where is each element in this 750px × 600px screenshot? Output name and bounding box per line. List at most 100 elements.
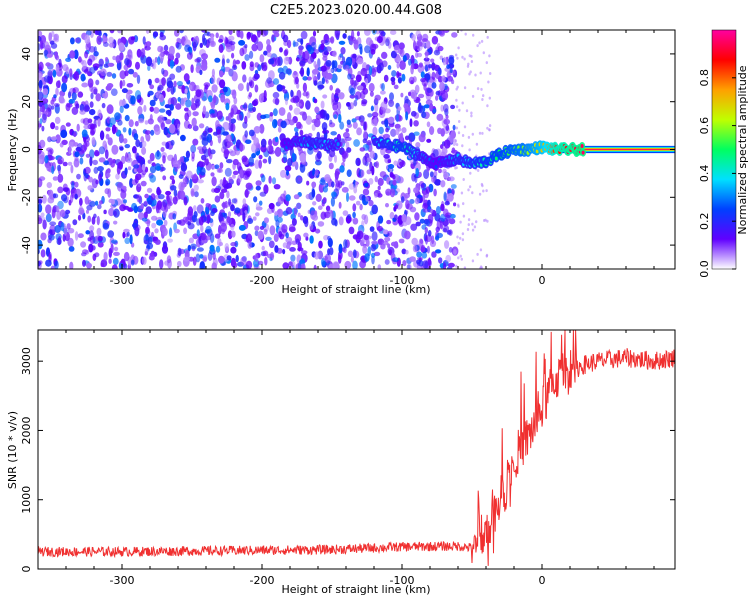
x-tick-label: -100 — [390, 274, 415, 287]
heatmap-cell — [373, 116, 378, 127]
heatmap-cell — [146, 218, 151, 227]
heatmap-cell — [413, 131, 420, 136]
heatmap-cell — [414, 197, 420, 205]
heatmap-cell — [254, 84, 259, 93]
heatmap-cell — [468, 148, 471, 152]
heatmap-cell — [263, 184, 269, 195]
heatmap-cell — [401, 213, 407, 223]
heatmap-cell — [421, 252, 428, 259]
heatmap-cell — [300, 67, 305, 77]
heatmap-cell — [387, 65, 392, 70]
heatmap-cell — [324, 46, 332, 52]
heatmap-cell — [204, 84, 209, 90]
heatmap-cell — [478, 131, 482, 135]
heatmap-cell — [252, 100, 258, 107]
heatmap-cell — [420, 246, 426, 253]
x-tick-label: -300 — [110, 574, 135, 587]
heatmap-cell — [113, 251, 120, 256]
heatmap-cell — [145, 56, 153, 67]
heatmap-cell — [366, 140, 372, 146]
heatmap-cell — [314, 251, 320, 260]
heatmap-cell — [118, 161, 124, 170]
heatmap-cell — [136, 48, 142, 58]
heatmap-cell — [148, 254, 155, 261]
heatmap-cell — [447, 188, 452, 195]
heatmap-cell — [266, 52, 272, 58]
heatmap-cell — [320, 65, 327, 72]
heatmap-cell — [122, 138, 128, 144]
heatmap-cell — [173, 189, 178, 197]
heatmap-cell — [255, 202, 261, 211]
heatmap-cell — [167, 238, 174, 243]
heatmap-cell — [216, 129, 221, 135]
heatmap-cell — [152, 31, 159, 38]
heatmap-cell — [424, 60, 431, 66]
heatmap-cell — [483, 219, 486, 222]
heatmap-cell — [47, 238, 52, 244]
heatmap-cell — [443, 118, 451, 125]
heatmap-cell — [210, 149, 216, 155]
heatmap-cell — [170, 85, 175, 95]
heatmap-cell — [101, 102, 106, 109]
heatmap-cell — [51, 136, 57, 141]
heatmap-cell — [218, 212, 224, 222]
heatmap-cell — [159, 31, 164, 38]
heatmap-cell — [457, 203, 460, 207]
heatmap-cell — [296, 102, 302, 107]
heatmap-cell — [145, 41, 152, 47]
heatmap-cell — [334, 30, 340, 39]
heatmap-cell — [304, 218, 309, 228]
heatmap-cell — [352, 211, 356, 219]
heatmap-cell — [243, 102, 248, 112]
heatmap-cell — [83, 104, 90, 113]
heatmap-cell — [405, 111, 409, 121]
heatmap-cell — [397, 77, 402, 84]
heatmap-cell — [132, 146, 137, 154]
heatmap-cell — [481, 131, 484, 135]
heatmap-cell — [62, 64, 69, 72]
heatmap-cell — [369, 150, 375, 159]
heatmap-cell — [322, 186, 328, 193]
heatmap-cell — [61, 75, 68, 84]
heatmap-cell — [71, 181, 75, 190]
heatmap-cell — [73, 142, 79, 147]
heatmap-cell — [363, 182, 369, 188]
heatmap-cell — [230, 118, 236, 124]
heatmap-cell — [52, 176, 59, 181]
heatmap-cell — [487, 80, 490, 84]
heatmap-cell — [149, 99, 156, 107]
heatmap-cell — [419, 239, 424, 244]
heatmap-cell — [79, 205, 83, 213]
heatmap-cell — [426, 138, 432, 143]
heatmap-cell — [307, 147, 314, 155]
heatmap-cell — [141, 256, 147, 265]
heatmap-cell — [406, 263, 412, 269]
heatmap-cell — [74, 231, 79, 241]
heatmap-cell — [149, 152, 155, 162]
snr-panel: -300 -200 -100 0 0 1000 2000 3000 Height of str… — [6, 329, 676, 596]
heatmap-cell — [455, 143, 459, 147]
heatmap-cell — [219, 162, 224, 169]
heatmap-cell — [481, 98, 484, 101]
heatmap-cell — [124, 237, 131, 244]
heatmap-cell — [351, 30, 355, 40]
heatmap-cell — [275, 56, 281, 67]
heatmap-cell — [165, 190, 172, 196]
heatmap-cell — [337, 254, 342, 264]
heatmap-cell — [357, 159, 361, 166]
heatmap-cell — [175, 65, 182, 73]
heatmap-cell — [244, 188, 249, 198]
heatmap-cell — [47, 136, 52, 143]
heatmap-cell — [153, 251, 158, 257]
heatmap-cell — [374, 192, 378, 198]
heatmap-cell — [331, 191, 337, 198]
heatmap-cell — [214, 233, 221, 239]
heatmap-cell — [408, 58, 412, 66]
heatmap-cell — [67, 91, 72, 99]
heatmap-cell — [313, 80, 318, 86]
heatmap-cell — [441, 93, 449, 99]
heatmap-cell — [111, 239, 118, 244]
heatmap-cell — [184, 44, 191, 53]
heatmap-cell — [342, 210, 349, 217]
heatmap-cell — [418, 133, 426, 143]
